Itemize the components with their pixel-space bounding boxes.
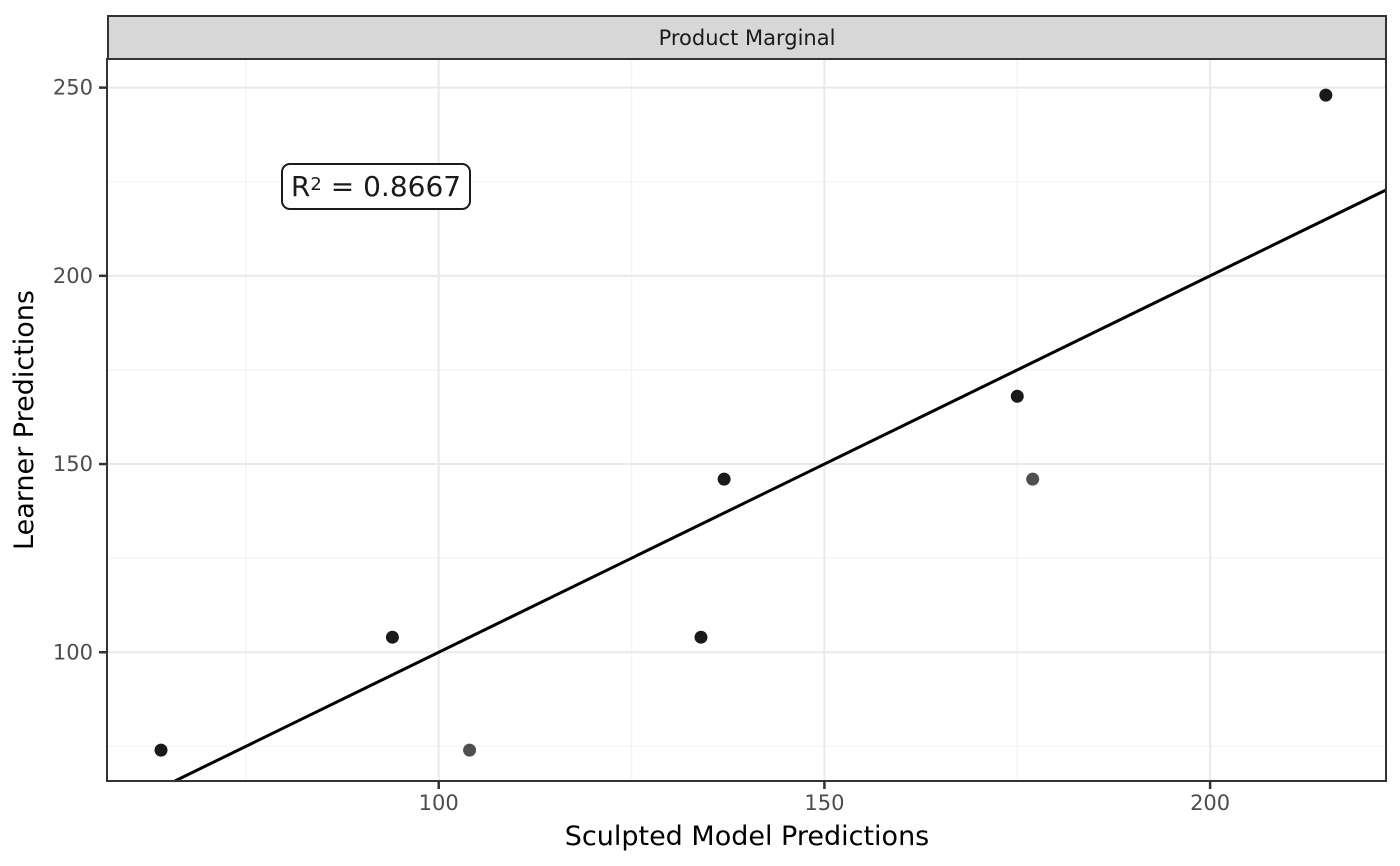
data-point — [1319, 88, 1333, 102]
data-point — [463, 743, 477, 757]
facet-strip: Product Marginal — [107, 15, 1387, 60]
identity-line — [174, 188, 1387, 783]
data-point — [694, 630, 708, 644]
data-point — [1026, 472, 1040, 486]
y-tick-label: 250 — [53, 76, 93, 100]
x-tick-label: 100 — [419, 791, 459, 815]
x-tick-label: 150 — [804, 791, 844, 815]
data-point — [154, 743, 168, 757]
y-tick-label: 200 — [53, 264, 93, 288]
data-point — [1010, 389, 1024, 403]
data-point — [385, 630, 399, 644]
y-tick-label: 100 — [53, 640, 93, 664]
facet-strip-title: Product Marginal — [658, 25, 836, 50]
x-tick-label: 200 — [1190, 791, 1230, 815]
y-tick-label: 150 — [53, 452, 93, 476]
x-axis-title: Sculpted Model Predictions — [564, 821, 930, 852]
r-squared-value: = 0.8667 — [321, 170, 462, 203]
data-point — [717, 472, 731, 486]
r-squared-prefix: R — [290, 170, 311, 203]
y-axis-title: Learner Predictions — [9, 290, 40, 550]
